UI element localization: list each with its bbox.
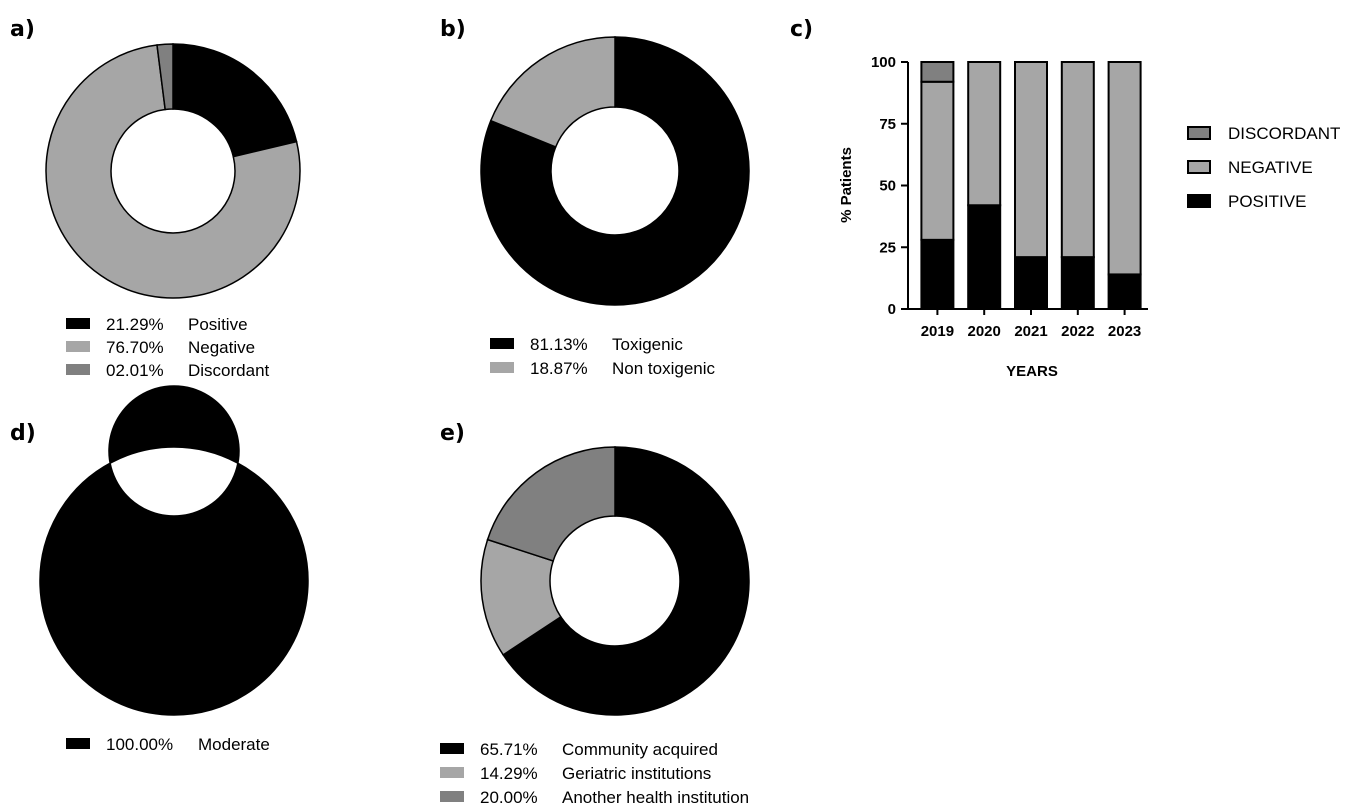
legend-label: Non toxigenic (612, 359, 716, 378)
donut-chart-b (480, 36, 750, 306)
legend-c: DISCORDANT NEGATIVE POSITIVE (1187, 124, 1340, 211)
legend-swatch (66, 318, 90, 329)
legend-item: 100.00% Moderate (66, 735, 270, 754)
legend-label: Moderate (198, 735, 270, 754)
panel-d: d) 100.00% Moderate (10, 385, 309, 754)
y-axis-title: % Patients (838, 147, 855, 223)
legend-item: 20.00% Another health institution (440, 788, 749, 807)
legend-swatch (1187, 160, 1211, 174)
legend-a: 21.29% Positive 76.70% Negative 02.01% Discor… (66, 315, 270, 380)
x-tick-label: 2019 (921, 323, 954, 340)
legend-label: Toxigenic (612, 335, 683, 354)
legend-label: Another health institution (562, 788, 749, 807)
legend-item: 02.01% Discordant (66, 361, 270, 380)
y-tick-label: 0 (888, 301, 896, 318)
slice-toxigenic (480, 36, 750, 306)
bar-positive-2020 (967, 204, 1002, 310)
legend-d: 100.00% Moderate (66, 735, 270, 754)
legend-label: Geriatric institutions (562, 764, 711, 783)
donut-chart-e (480, 446, 750, 716)
legend-e: 65.71% Community acquired 14.29% Geriatric … (440, 740, 749, 807)
legend-pct: 100.00% (106, 735, 173, 754)
panel-b: b) 81.13% Toxigenic 18.87% Non toxigenic (440, 17, 750, 378)
legend-label: NEGATIVE (1228, 158, 1313, 177)
y-tick-label: 100 (871, 54, 896, 71)
bar-negative-2021 (1014, 61, 1048, 259)
legend-pct: 81.13% (530, 335, 588, 354)
legend-swatch (490, 338, 514, 349)
legend-label: Discordant (188, 361, 270, 380)
legend-item: POSITIVE (1187, 192, 1306, 211)
legend-swatch (490, 362, 514, 373)
legend-item: DISCORDANT (1187, 124, 1340, 143)
legend-pct: 65.71% (480, 740, 538, 759)
bar-positive-2019 (920, 238, 955, 310)
slice-negative (45, 44, 301, 299)
x-axis-title: YEARS (1006, 363, 1058, 380)
legend-swatch (66, 738, 90, 749)
bar-negative-2022 (1060, 61, 1095, 259)
legend-pct: 21.29% (106, 315, 164, 334)
panel-a: a) 21.29% Positive 76.70% Negative 02.01% Dis… (10, 17, 301, 380)
bar-negative-2019 (920, 80, 955, 241)
slice-non-toxigenic (489, 36, 616, 148)
panel-a-label: a) (10, 17, 35, 42)
legend-swatch (440, 791, 464, 802)
panel-c-label: c) (790, 17, 813, 42)
panel-e-label: e) (440, 421, 465, 446)
x-tick-label: 2022 (1061, 323, 1094, 340)
x-tick-label: 2023 (1108, 323, 1141, 340)
legend-b: 81.13% Toxigenic 18.87% Non toxigenic (490, 335, 716, 378)
legend-swatch (66, 364, 90, 375)
legend-pct: 76.70% (106, 338, 164, 357)
bar-discordant-2019 (920, 61, 955, 83)
bar-negative-2020 (967, 61, 1002, 207)
legend-swatch (440, 767, 464, 778)
y-tick-label: 75 (879, 116, 896, 133)
bar-positive-2023 (1107, 273, 1142, 311)
legend-item: 65.71% Community acquired (440, 740, 718, 759)
donut-chart-a (45, 43, 301, 299)
panel-b-label: b) (440, 17, 466, 42)
legend-label: POSITIVE (1228, 192, 1306, 211)
legend-item: 18.87% Non toxigenic (490, 359, 716, 378)
legend-swatch (66, 341, 90, 352)
legend-label: Community acquired (562, 740, 718, 759)
legend-item: 21.29% Positive (66, 315, 248, 334)
legend-pct: 02.01% (106, 361, 164, 380)
slice-another-health-institution (486, 446, 616, 562)
bar-negative-2023 (1107, 61, 1142, 276)
x-tick-label: 2021 (1014, 323, 1047, 340)
legend-item: 81.13% Toxigenic (490, 335, 683, 354)
legend-item: 76.70% Negative (66, 338, 255, 357)
legend-item: NEGATIVE (1187, 158, 1313, 177)
legend-swatch (440, 743, 464, 754)
slice-discordant (156, 43, 174, 111)
bar-positive-2022 (1060, 256, 1095, 311)
legend-pct: 14.29% (480, 764, 538, 783)
y-tick-label: 25 (879, 239, 896, 256)
legend-item: 14.29% Geriatric institutions (440, 764, 711, 783)
legend-pct: 18.87% (530, 359, 588, 378)
legend-pct: 20.00% (480, 788, 538, 807)
slice-community-acquired (502, 446, 750, 716)
slice-positive (172, 43, 298, 158)
panel-d-label: d) (10, 421, 36, 446)
legend-label: DISCORDANT (1228, 124, 1340, 143)
legend-swatch (1187, 194, 1211, 208)
donut-chart-d (39, 385, 309, 716)
y-tick-label: 50 (879, 178, 896, 195)
x-tick-label: 2020 (968, 323, 1001, 340)
stacked-bar-chart-c: 0 25 50 75 100 2019 2020 2021 2022 2023 (871, 54, 1148, 340)
legend-label: Positive (188, 315, 248, 334)
bar-positive-2021 (1014, 256, 1048, 311)
panel-e: e) 65.71% Community acquired 14.29% Geriatr… (440, 421, 750, 807)
legend-label: Negative (188, 338, 255, 357)
slice-moderate (39, 385, 309, 716)
legend-swatch (1187, 126, 1211, 140)
